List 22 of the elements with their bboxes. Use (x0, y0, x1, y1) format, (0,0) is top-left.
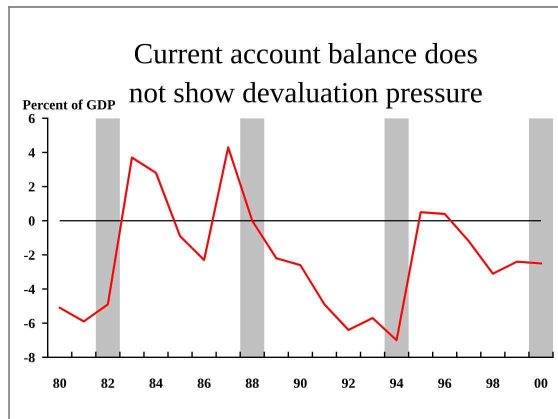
x-tick-label: 94 (390, 378, 404, 388)
x-tick-label: 80 (53, 378, 66, 388)
x-tick-label: 82 (101, 378, 114, 388)
y-tick-label: 6 (28, 114, 35, 124)
y-tick-label: -2 (24, 250, 35, 260)
x-tick-label: 96 (438, 378, 452, 388)
x-tick-label: 84 (149, 378, 163, 388)
y-axis-title: Percent of GDP (22, 100, 116, 110)
x-tick-label: 88 (246, 378, 259, 388)
chart-title: Current account balance does not show devaluation pressure (129, 43, 482, 108)
line-series (58, 146, 542, 342)
x-tick-label: 90 (294, 378, 307, 388)
x-tick-label: 98 (486, 378, 500, 388)
y-tick-label: 2 (28, 182, 35, 192)
x-tick-label: 86 (198, 378, 211, 388)
y-tick-label: 4 (28, 148, 35, 158)
y-tick-label: 0 (28, 216, 35, 226)
x-tick-label: 00 (534, 378, 548, 388)
y-tick-label: -4 (24, 284, 35, 294)
y-tick-label: -8 (24, 352, 35, 362)
x-tick-label: 92 (342, 378, 355, 388)
y-tick-label: -6 (24, 318, 35, 328)
